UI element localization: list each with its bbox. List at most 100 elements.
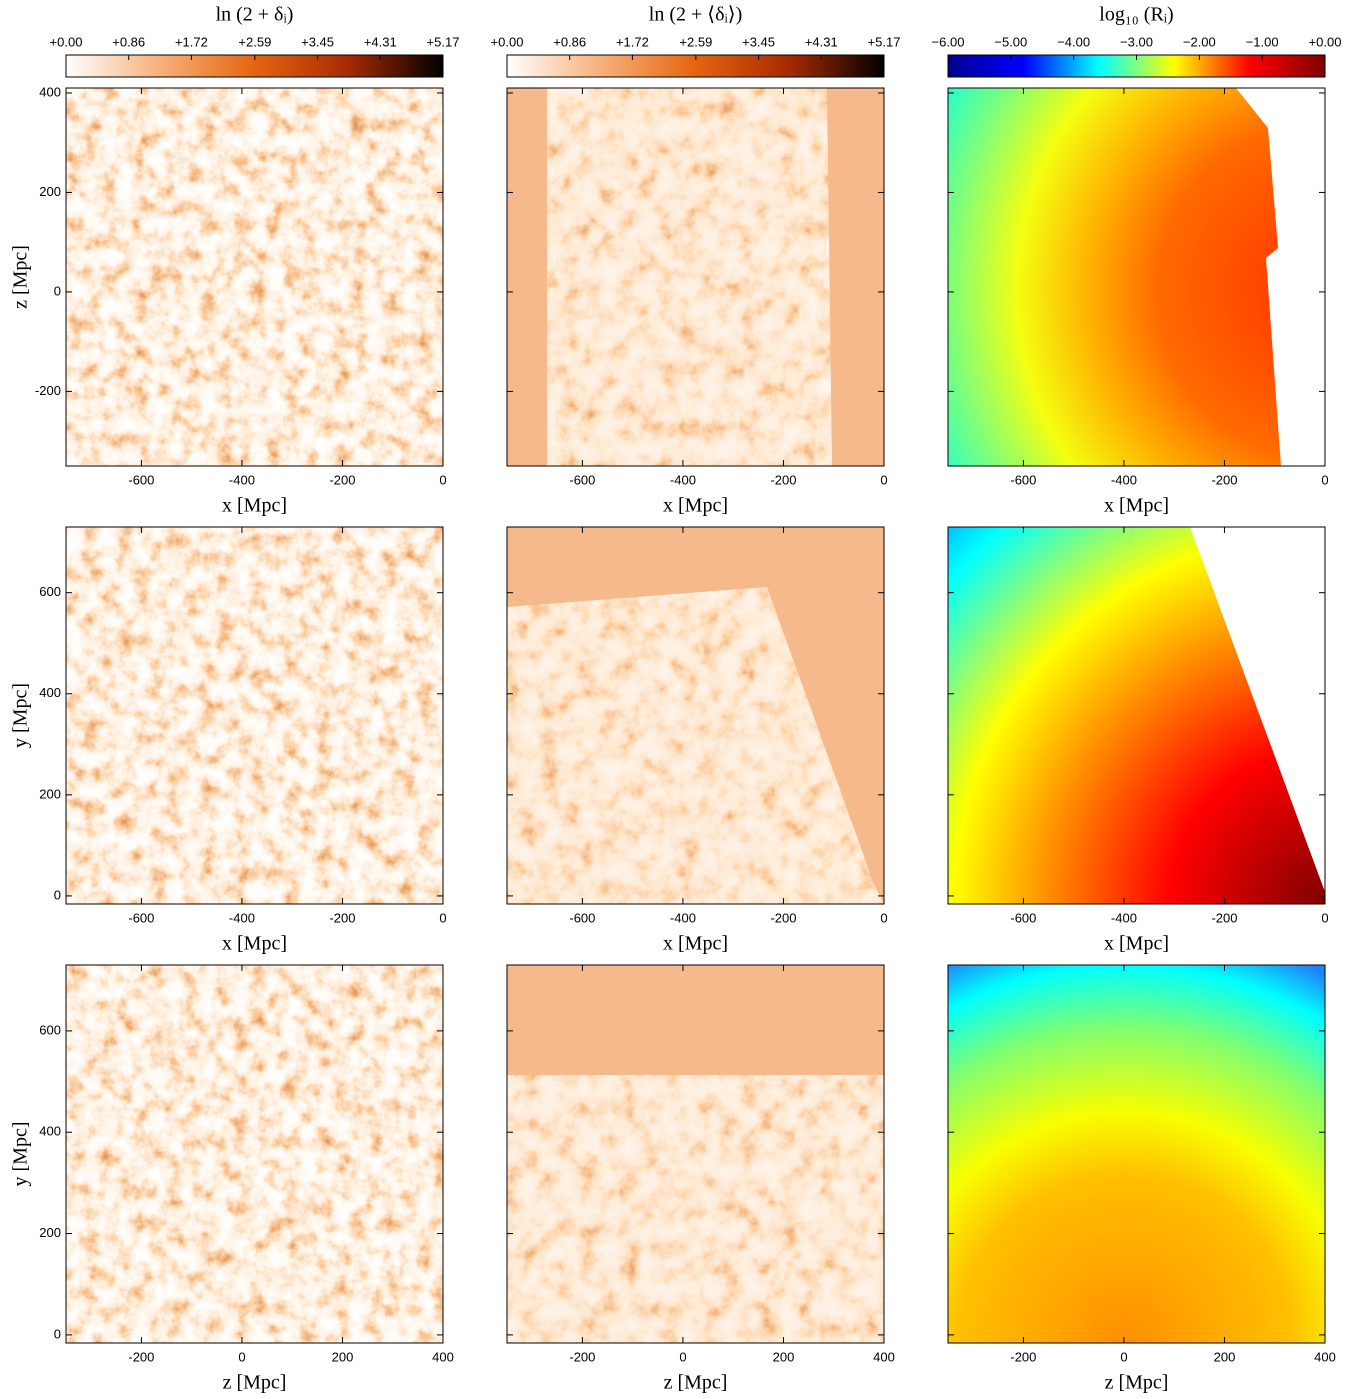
- density-map: [66, 88, 443, 466]
- x-tick-label: 0: [1321, 472, 1328, 487]
- x-tick-label: -600: [1010, 472, 1036, 487]
- x-tick-label: 200: [1214, 1349, 1236, 1364]
- x-tick-label: -400: [1111, 910, 1137, 925]
- panel-frame: [947, 87, 1326, 467]
- x-axis-label: x [Mpc]: [1104, 933, 1169, 955]
- y-axis-label: z [Mpc]: [10, 245, 32, 309]
- x-axis-label: z [Mpc]: [664, 1372, 728, 1394]
- x-tick-label: -200: [1010, 1349, 1036, 1364]
- x-tick-label: -200: [1211, 472, 1237, 487]
- y-tick-label: 0: [54, 887, 61, 902]
- x-tick-label: 0: [439, 910, 446, 925]
- x-tick-label: -200: [329, 472, 355, 487]
- colorbar-tick-label: +5.17: [427, 34, 460, 49]
- x-tick-label: 0: [880, 472, 887, 487]
- x-tick-label: -400: [1111, 472, 1137, 487]
- y-tick-label: 0: [54, 1326, 61, 1341]
- colorbar-tick-label: +0.00: [50, 34, 83, 49]
- x-tick-label: -400: [229, 472, 255, 487]
- y-tick-label: -200: [35, 383, 61, 398]
- colorbar-tick-label: +4.31: [805, 34, 838, 49]
- x-tick-label: 200: [773, 1349, 795, 1364]
- colorbar-tick-label: +0.86: [112, 34, 145, 49]
- colorbar-title: log₁₀ (Rᵢ): [1099, 4, 1173, 26]
- colorbar-tick-label: −1.00: [1246, 34, 1279, 49]
- x-axis-label: z [Mpc]: [1105, 1372, 1169, 1394]
- x-tick-label: -200: [1211, 910, 1237, 925]
- x-axis-label: x [Mpc]: [663, 495, 728, 517]
- x-tick-label: 200: [332, 1349, 354, 1364]
- colorbar-tick-label: −4.00: [1057, 34, 1090, 49]
- mean-density-map: [547, 88, 832, 466]
- x-tick-label: 0: [238, 1349, 245, 1364]
- y-tick-label: 600: [39, 584, 61, 599]
- y-tick-label: 200: [39, 1225, 61, 1240]
- x-tick-label: 400: [1314, 1349, 1336, 1364]
- x-tick-label: 0: [679, 1349, 686, 1364]
- colorbar-tick-label: +3.45: [742, 34, 775, 49]
- y-tick-label: 400: [39, 685, 61, 700]
- y-axis-label: y [Mpc]: [10, 1122, 32, 1187]
- x-tick-label: -600: [569, 910, 595, 925]
- panel-frame: [65, 964, 444, 1344]
- mean-density-map: [507, 1075, 884, 1343]
- colorbar-tick-label: +3.45: [301, 34, 334, 49]
- y-axis-label: y [Mpc]: [10, 683, 32, 748]
- x-tick-label: -200: [569, 1349, 595, 1364]
- x-tick-label: -600: [128, 910, 154, 925]
- response-map: [948, 965, 1325, 1343]
- x-tick-label: -600: [569, 472, 595, 487]
- response-map: [948, 88, 1281, 466]
- x-axis-label: x [Mpc]: [222, 933, 287, 955]
- x-axis-label: x [Mpc]: [222, 495, 287, 517]
- x-tick-label: -400: [670, 910, 696, 925]
- colorbar-tick-label: +0.00: [1309, 34, 1342, 49]
- colorbar-tick-label: +1.72: [616, 34, 649, 49]
- colorbar-tick-label: −5.00: [994, 34, 1027, 49]
- panel-frame: [65, 526, 444, 905]
- x-tick-label: 0: [439, 472, 446, 487]
- y-tick-label: 200: [39, 184, 61, 199]
- x-tick-label: 0: [1321, 910, 1328, 925]
- panel-frame: [65, 87, 444, 467]
- x-tick-label: -600: [128, 472, 154, 487]
- x-tick-label: 400: [432, 1349, 454, 1364]
- x-tick-label: -400: [670, 472, 696, 487]
- y-tick-label: 400: [39, 84, 61, 99]
- panel-frame: [506, 87, 885, 467]
- colorbar-tick-label: +2.59: [238, 34, 271, 49]
- colorbar-tick-label: +4.31: [364, 34, 397, 49]
- x-tick-label: 400: [873, 1349, 895, 1364]
- colorbar-tick-label: −3.00: [1120, 34, 1153, 49]
- response-map: [948, 527, 1325, 904]
- colorbar-tick-label: +1.72: [175, 34, 208, 49]
- x-axis-label: x [Mpc]: [1104, 495, 1169, 517]
- density-map: [66, 527, 443, 904]
- colorbar-title: ln (2 + ⟨δᵢ⟩): [649, 4, 742, 26]
- x-tick-label: -600: [1010, 910, 1036, 925]
- y-tick-label: 0: [54, 283, 61, 298]
- x-tick-label: 0: [880, 910, 887, 925]
- panel-frame: [947, 526, 1326, 905]
- y-tick-label: 400: [39, 1124, 61, 1139]
- x-tick-label: -400: [229, 910, 255, 925]
- x-tick-label: 0: [1120, 1349, 1127, 1364]
- panel-frame: [947, 964, 1326, 1344]
- colorbar-tick-label: +5.17: [868, 34, 901, 49]
- x-tick-label: -200: [770, 910, 796, 925]
- x-axis-label: x [Mpc]: [663, 933, 728, 955]
- colorbar-tick-label: −2.00: [1183, 34, 1216, 49]
- colorbar-title: ln (2 + δᵢ): [216, 4, 294, 26]
- y-tick-label: 600: [39, 1022, 61, 1037]
- colorbar-tick-label: −6.00: [932, 34, 965, 49]
- x-tick-label: -200: [329, 910, 355, 925]
- colorbar-tick-label: +0.86: [553, 34, 586, 49]
- density-map: [66, 965, 443, 1343]
- y-tick-label: 200: [39, 786, 61, 801]
- panel-frame: [506, 526, 885, 905]
- x-tick-label: -200: [128, 1349, 154, 1364]
- x-tick-label: -200: [770, 472, 796, 487]
- colorbar-tick-label: +2.59: [679, 34, 712, 49]
- panel-frame: [506, 964, 885, 1344]
